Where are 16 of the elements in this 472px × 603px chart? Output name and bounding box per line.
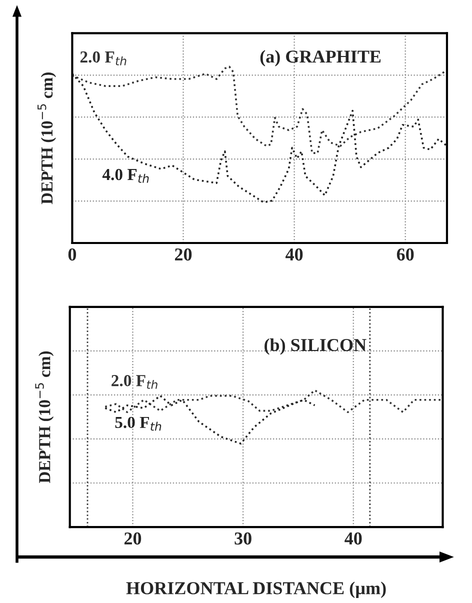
series-label: 4.0 F$_{th}$: [102, 168, 149, 183]
y-axis-title: DEPTH (10$^{−5}$ cm): [35, 351, 54, 484]
text: (a) GRAPHITE: [260, 50, 381, 66]
y-axis-title: DEPTH (10$^{−5}$ cm): [38, 72, 56, 204]
x-tick-label: 60: [396, 248, 414, 261]
x-tick-label: 20: [174, 248, 192, 261]
x-tick-label: 40: [286, 248, 303, 261]
x-tick-label: 40: [344, 532, 362, 545]
x-axis-title: HORIZONTAL DISTANCE (µm): [126, 582, 386, 598]
series-label: 5.0 F$_{th}$: [115, 416, 162, 431]
text: (b) SILICON: [264, 338, 366, 355]
series-label: 2.0 F$_{th}$: [112, 374, 158, 389]
x-tick-label: 0: [68, 248, 76, 261]
x-tick-label: 20: [124, 532, 142, 545]
x-tick-label: 30: [234, 532, 252, 545]
series-label: 2.0 F$_{th}$: [80, 51, 126, 66]
